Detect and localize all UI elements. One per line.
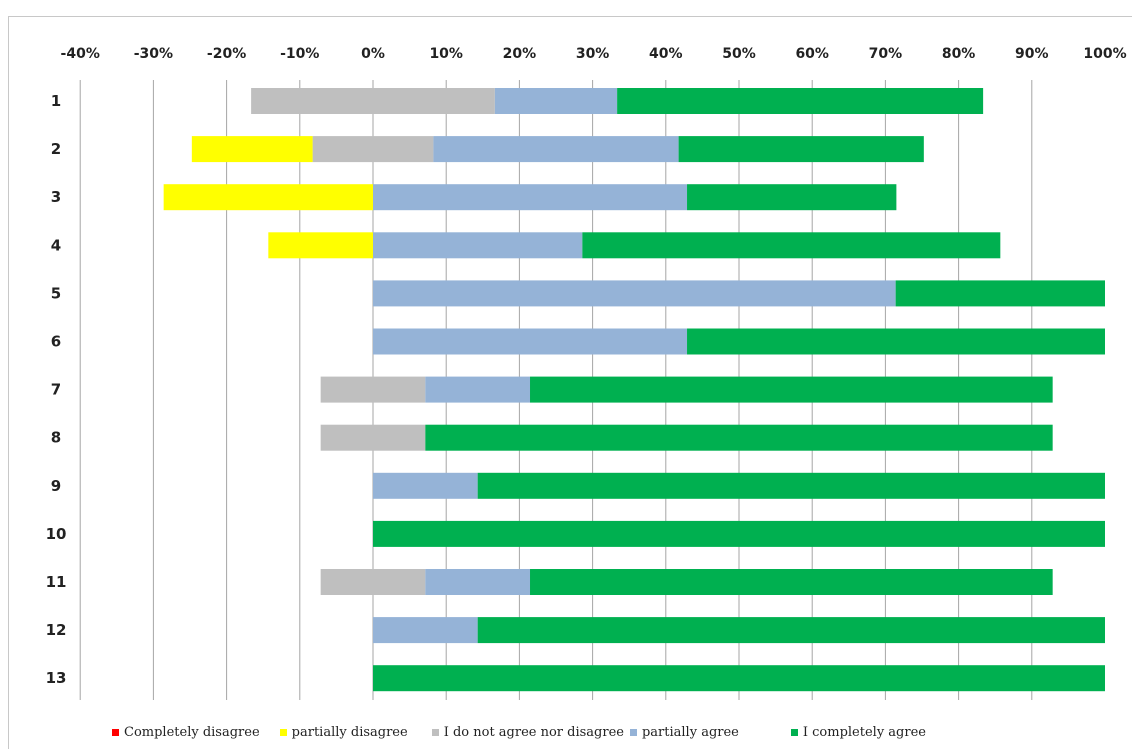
bar-segment bbox=[268, 232, 373, 259]
x-tick-label: 70% bbox=[869, 46, 903, 62]
x-tick-label: 90% bbox=[1015, 46, 1049, 62]
bar-segment bbox=[582, 232, 1001, 259]
bar-segment bbox=[687, 328, 1105, 355]
legend-label: partially disagree bbox=[291, 724, 408, 740]
bar-segment bbox=[678, 136, 924, 163]
legend-item: I completely agree bbox=[790, 724, 926, 740]
bar-segment bbox=[373, 328, 688, 355]
category-label: 9 bbox=[51, 477, 61, 495]
legend-swatch bbox=[790, 728, 798, 736]
bar-segment bbox=[895, 280, 1105, 307]
category-label: 6 bbox=[51, 333, 61, 351]
legend-item: partially agree bbox=[629, 724, 739, 740]
category-label: 1 bbox=[51, 92, 61, 110]
x-tick-label: 60% bbox=[795, 46, 829, 62]
bar-segment bbox=[373, 665, 1105, 692]
bar-segment bbox=[373, 520, 1105, 547]
x-tick-label: 10% bbox=[429, 46, 463, 62]
bar-segment bbox=[251, 88, 495, 114]
legend-swatch bbox=[112, 728, 119, 736]
x-tick-label: 40% bbox=[649, 46, 683, 62]
legend-label: I do not agree nor disagree bbox=[443, 724, 624, 740]
bar-segment bbox=[477, 617, 1105, 644]
bar-segment bbox=[687, 184, 897, 211]
bar-segment bbox=[373, 617, 478, 644]
legend: Completely disagree partially disagree I d… bbox=[112, 722, 1122, 742]
bar-segment bbox=[477, 472, 1105, 499]
x-tick-label: 80% bbox=[942, 46, 976, 62]
category-label: 12 bbox=[46, 621, 67, 639]
legend-swatch bbox=[629, 728, 637, 736]
bar-segment bbox=[425, 424, 1053, 451]
category-label: 3 bbox=[51, 188, 61, 206]
legend-item: I do not agree nor disagree bbox=[431, 724, 624, 740]
bars bbox=[163, 88, 1105, 692]
bar-segment bbox=[320, 569, 426, 595]
bar-segment bbox=[373, 472, 478, 499]
category-label: 13 bbox=[46, 669, 67, 687]
bar-segment bbox=[530, 376, 1053, 403]
legend-item: Completely disagree bbox=[112, 725, 260, 740]
bar-segment bbox=[530, 569, 1053, 595]
x-tick-label: -10% bbox=[280, 46, 319, 62]
legend-label: partially agree bbox=[641, 724, 739, 740]
legend-swatch bbox=[279, 728, 287, 736]
bar-segment bbox=[433, 136, 679, 163]
x-axis-ticks: -40% -30% -20% -10% 0% 10% 20% 30% 40% 50% 60% 70% 8… bbox=[61, 46, 1127, 62]
bar-segment bbox=[320, 424, 426, 451]
x-tick-label: 20% bbox=[503, 46, 537, 62]
x-tick-label: 50% bbox=[722, 46, 756, 62]
bar-segment bbox=[373, 280, 896, 307]
bar-segment bbox=[425, 376, 531, 403]
bar-segment bbox=[320, 376, 426, 403]
legend-swatch bbox=[431, 728, 439, 736]
bar-segment bbox=[373, 232, 583, 259]
bar-segment bbox=[425, 569, 531, 595]
bar-segment bbox=[617, 88, 984, 114]
bar-segment bbox=[191, 136, 313, 163]
category-label: 10 bbox=[46, 525, 67, 543]
legend-item: partially disagree bbox=[279, 724, 408, 740]
category-label: 2 bbox=[51, 140, 61, 158]
x-tick-label: -30% bbox=[134, 46, 173, 62]
category-label: 8 bbox=[51, 429, 61, 447]
x-tick-label: -40% bbox=[61, 46, 100, 62]
legend-label: Completely disagree bbox=[124, 724, 260, 740]
chart-frame bbox=[8, 16, 1132, 749]
category-label: 4 bbox=[51, 236, 61, 254]
x-tick-label: -20% bbox=[207, 46, 246, 62]
category-label: 7 bbox=[51, 381, 61, 399]
category-label: 5 bbox=[51, 284, 61, 302]
legend-label: I completely agree bbox=[802, 724, 926, 740]
bar-segment bbox=[494, 88, 618, 114]
bar-segment bbox=[373, 184, 688, 211]
x-tick-label: 0% bbox=[361, 46, 385, 62]
bar-segment bbox=[312, 136, 434, 163]
category-label: 11 bbox=[46, 573, 67, 591]
x-tick-label: 100% bbox=[1083, 46, 1126, 62]
bar-segment bbox=[163, 184, 373, 211]
x-tick-label: 30% bbox=[576, 46, 610, 62]
